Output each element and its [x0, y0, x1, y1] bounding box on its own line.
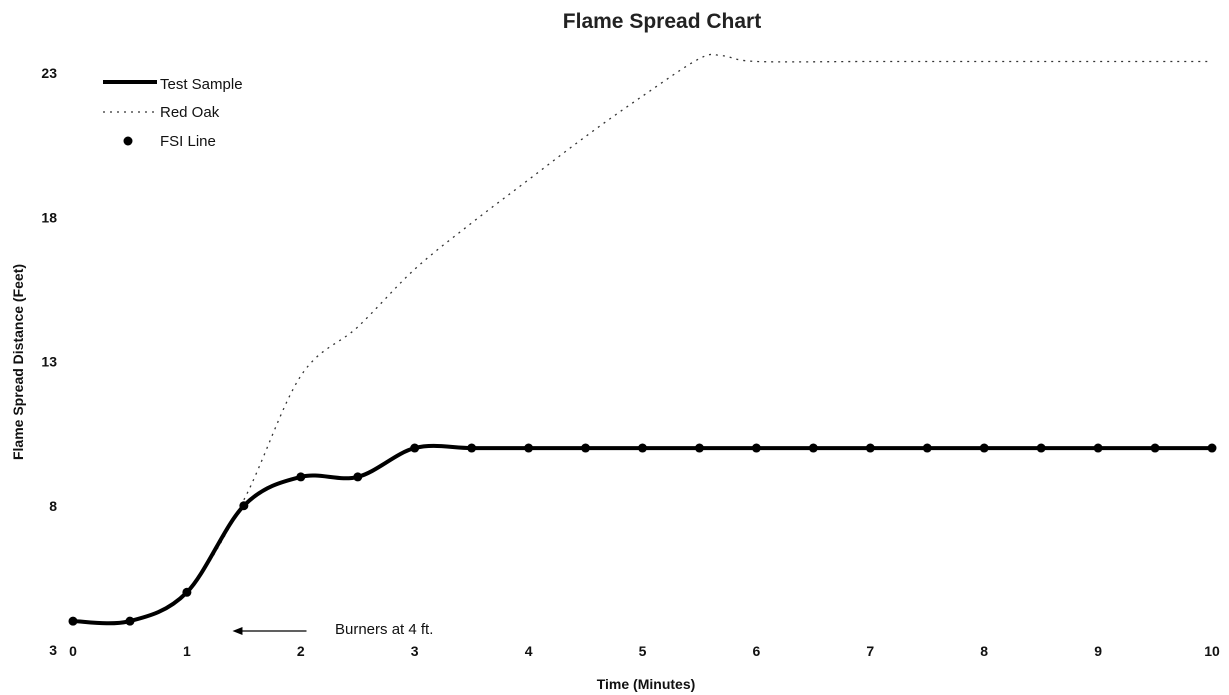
data-point — [865, 443, 875, 453]
legend-marker-fsi-line — [123, 136, 133, 146]
series-test-sample-line — [72, 443, 1213, 626]
legend-label-red-oak: Red Oak — [160, 104, 220, 121]
data-point — [68, 616, 78, 626]
data-point — [638, 443, 647, 453]
data-point — [1036, 443, 1046, 453]
y-tick-label: 23 — [41, 65, 57, 81]
data-point — [808, 443, 818, 453]
data-point — [751, 443, 761, 453]
y-axis-label: Flame Spread Distance (Feet) — [10, 264, 26, 460]
data-point — [1093, 443, 1103, 453]
data-point — [467, 443, 477, 453]
annotation-layer: Burners at 4 ft. — [232, 621, 433, 638]
legend: Test Sample Red Oak FSI Line — [103, 76, 243, 150]
data-point — [979, 443, 989, 453]
x-tick-label: 3 — [411, 643, 419, 659]
series-red-oak-line — [72, 53, 1212, 624]
x-tick-label: 5 — [639, 643, 647, 659]
x-tick-label: 2 — [297, 643, 305, 659]
x-tick-label: 9 — [1094, 643, 1102, 659]
data-point — [524, 443, 534, 453]
data-point — [1207, 443, 1217, 453]
y-tick-label: 8 — [49, 498, 57, 514]
x-tick-labels: 0 1 2 3 4 5 6 7 8 9 10 — [69, 643, 1220, 659]
x-tick-label: 1 — [183, 643, 191, 659]
data-point — [410, 443, 420, 453]
data-point — [1150, 443, 1160, 453]
y-tick-label: 13 — [41, 354, 57, 370]
data-point — [239, 501, 249, 511]
data-point — [694, 443, 704, 453]
data-point — [182, 587, 192, 597]
chart-title: Flame Spread Chart — [563, 10, 761, 33]
series-layer — [68, 53, 1217, 626]
y-tick-labels: 3 8 13 18 23 — [41, 65, 57, 658]
data-point — [922, 443, 932, 453]
x-tick-label: 7 — [866, 643, 874, 659]
y-tick-label: 3 — [49, 642, 57, 658]
burner-arrow-head — [232, 627, 243, 635]
x-axis-label: Time (Minutes) — [597, 676, 696, 692]
x-tick-label: 6 — [753, 643, 761, 659]
x-tick-label: 8 — [980, 643, 988, 659]
x-tick-label: 4 — [525, 643, 533, 659]
y-tick-label: 18 — [41, 209, 57, 225]
legend-label-test-sample: Test Sample — [160, 76, 243, 93]
x-tick-label: 10 — [1204, 643, 1220, 659]
data-point — [353, 472, 363, 482]
data-point — [581, 443, 591, 453]
data-point — [125, 616, 135, 626]
burner-annotation: Burners at 4 ft. — [335, 621, 433, 638]
series-fsi-line-markers — [68, 443, 1217, 626]
data-point — [296, 472, 306, 482]
x-tick-label: 0 — [69, 643, 77, 659]
legend-label-fsi-line: FSI Line — [160, 133, 216, 150]
